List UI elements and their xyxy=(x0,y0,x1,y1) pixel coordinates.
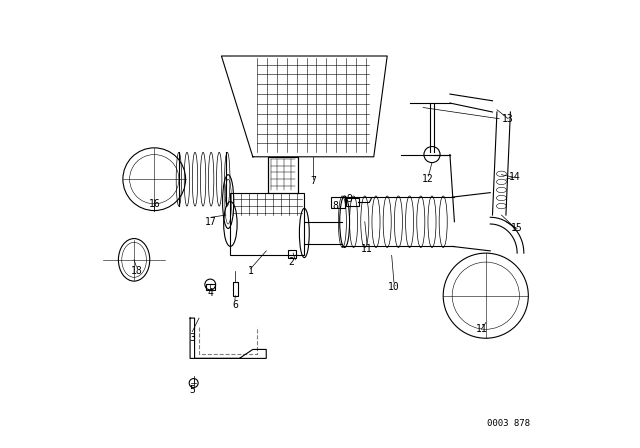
Text: 3: 3 xyxy=(189,333,195,343)
Text: 7: 7 xyxy=(310,177,316,186)
Text: 17: 17 xyxy=(204,217,216,227)
Text: 11: 11 xyxy=(476,324,487,334)
Text: 10: 10 xyxy=(388,282,400,292)
Bar xyxy=(233,282,238,296)
Bar xyxy=(230,193,305,255)
Text: 6: 6 xyxy=(232,300,238,310)
Text: 18: 18 xyxy=(131,266,142,276)
Bar xyxy=(206,284,215,290)
Text: 1: 1 xyxy=(248,266,253,276)
Bar xyxy=(332,197,345,208)
Text: 9: 9 xyxy=(346,194,352,204)
Bar xyxy=(346,198,358,206)
Text: 12: 12 xyxy=(422,174,433,184)
Text: 5: 5 xyxy=(189,385,195,395)
Text: 15: 15 xyxy=(511,224,523,233)
Text: 4: 4 xyxy=(207,289,213,298)
Bar xyxy=(269,157,298,193)
Text: 8: 8 xyxy=(333,201,339,211)
Text: 13: 13 xyxy=(502,114,514,124)
Text: 11: 11 xyxy=(361,244,373,254)
Text: 14: 14 xyxy=(509,172,521,182)
Text: 2: 2 xyxy=(288,257,294,267)
Bar xyxy=(288,250,296,258)
Text: 16: 16 xyxy=(148,199,160,209)
Text: 0003 878: 0003 878 xyxy=(486,419,530,428)
